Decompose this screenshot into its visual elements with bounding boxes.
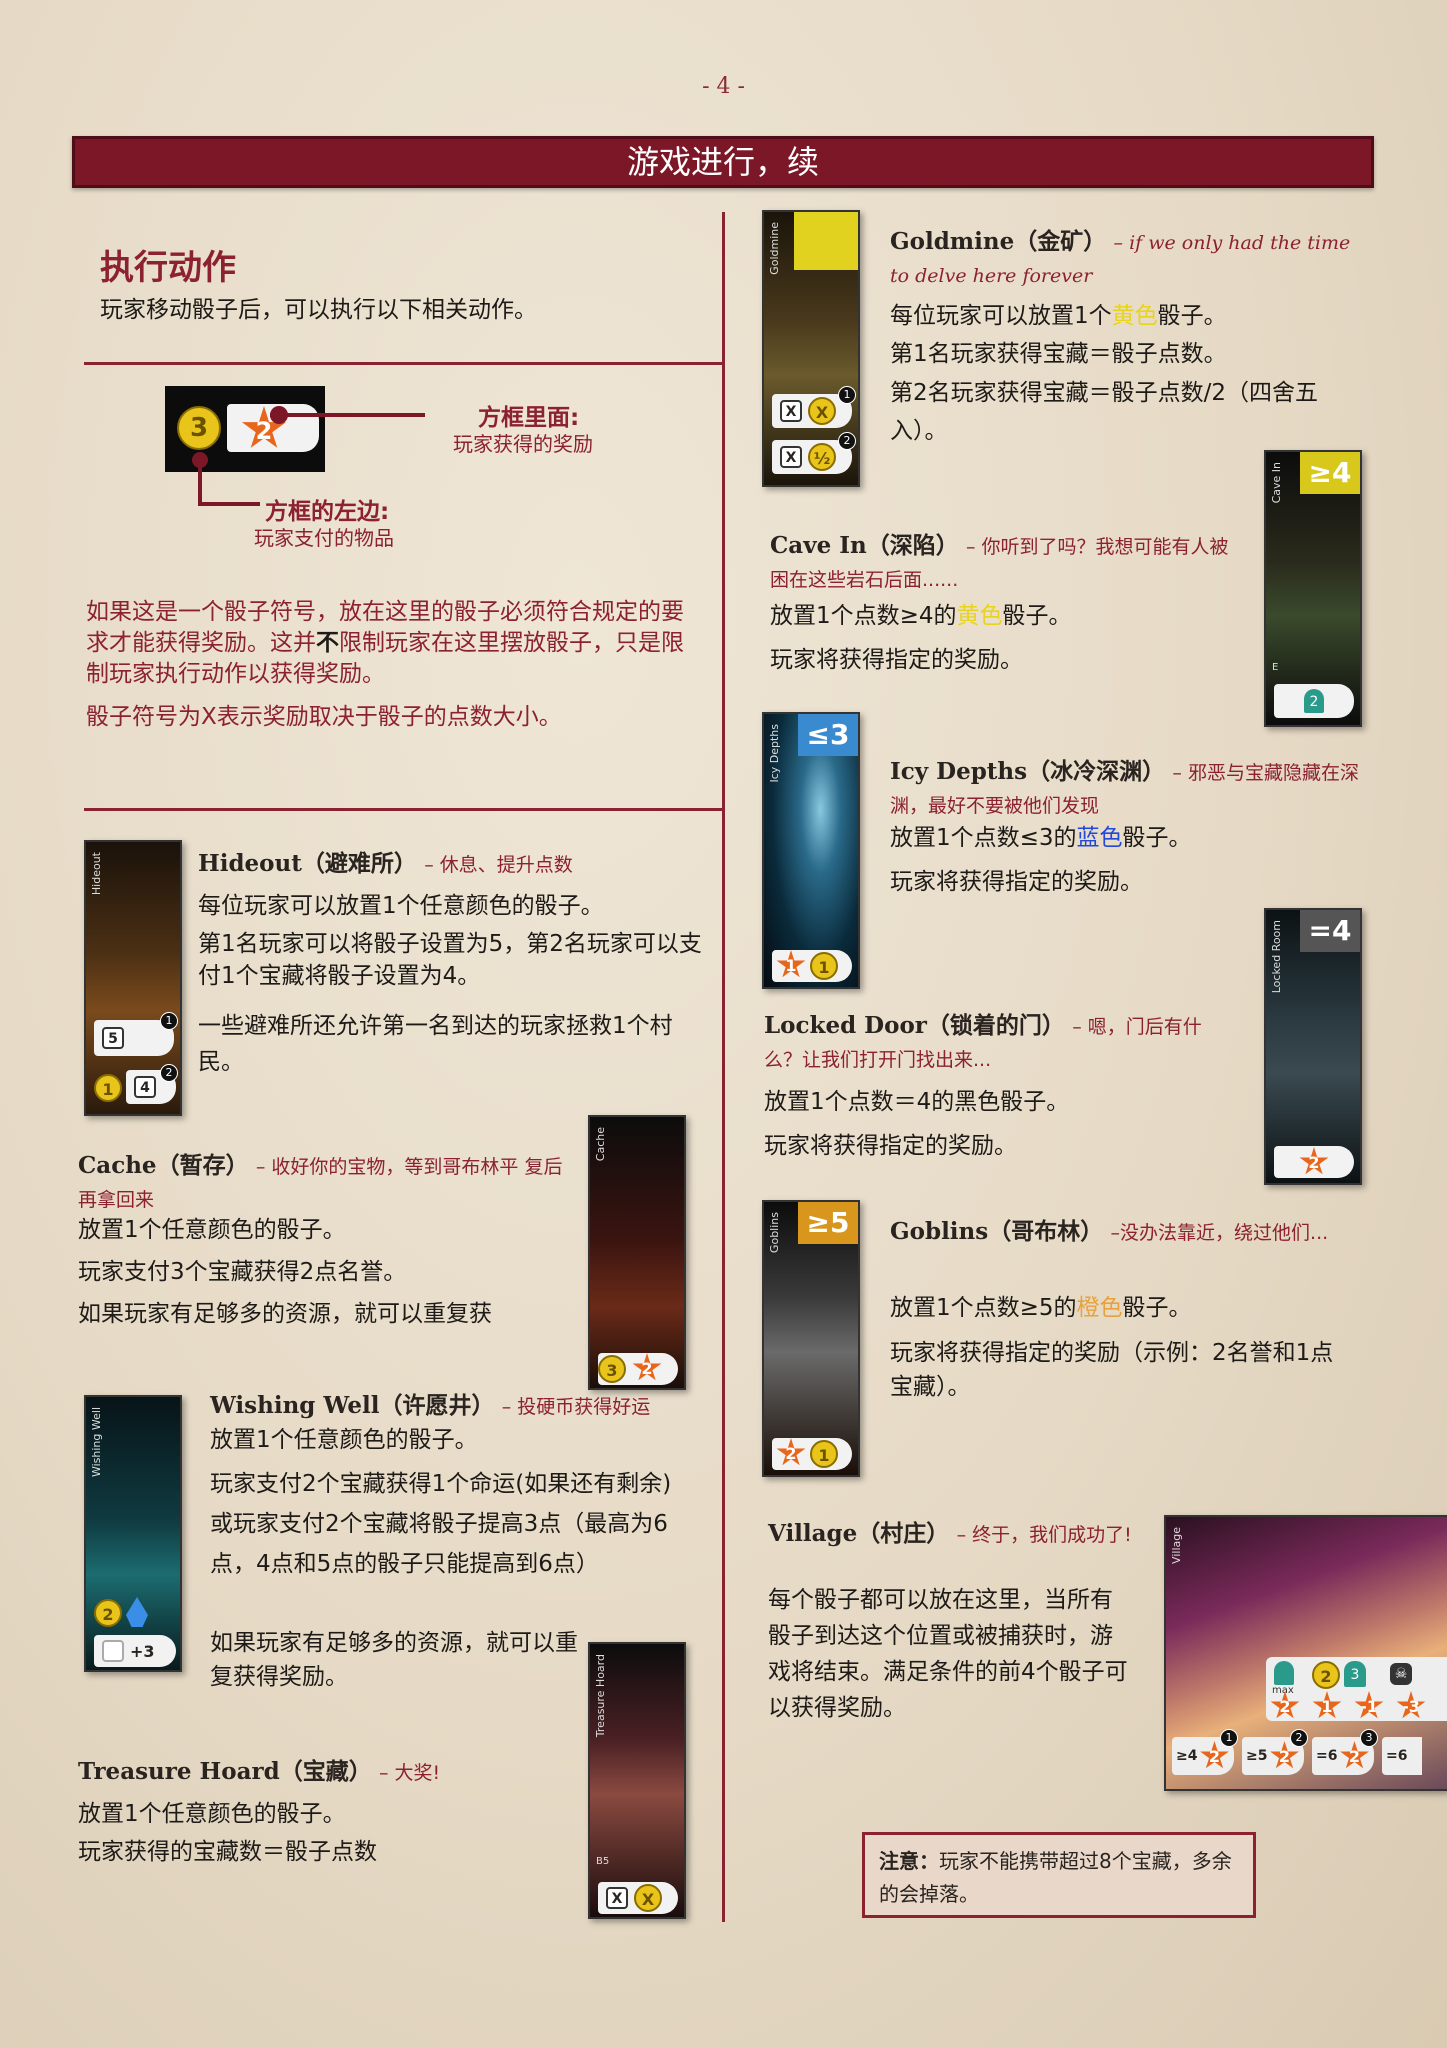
left-desc: 玩家支付的物品 (254, 526, 394, 550)
treasure-coin-icon: 3 (177, 406, 221, 450)
wishing-well-title: Wishing Well（许愿井） – 投硬币获得好运 (210, 1392, 651, 1419)
treasure-hoard-rule-1: 放置1个任意颜色的骰子。 (78, 1801, 346, 1827)
cave-in-rule-2: 玩家将获得指定的奖励。 (770, 647, 1023, 673)
villager-icon: 2 (1304, 689, 1324, 713)
cache-rule-3: 如果玩家有足够多的资源，就可以重复获 (78, 1301, 492, 1327)
pointer-line (198, 502, 260, 506)
hideout-card: Hideout 5 1 4 1 2 (84, 840, 182, 1116)
goblins-title: Goblins（哥布林） –没办法靠近，绕过他们... (890, 1218, 1329, 1245)
section-banner: 游戏进行，续 (72, 136, 1374, 188)
cave-in-card: ≥4 Cave In E 2 (1264, 450, 1362, 727)
villager-icon: 3 (1344, 1661, 1366, 1687)
section-title: 执行动作 (100, 248, 236, 288)
wishing-well-rule-1: 放置1个任意颜色的骰子。 (210, 1427, 478, 1453)
section-intro: 玩家移动骰子后，可以执行以下相关动作。 (100, 297, 537, 323)
village-card: Village max 2 3 ☠ 2 1 -1 -3 ≥4 2 1 ≥5 2 2 =6… (1164, 1515, 1447, 1791)
requirement-badge: ≥5 (798, 1202, 858, 1244)
page-number: - 4 - (702, 74, 745, 99)
pointer-line (270, 413, 425, 417)
wishing-well-rule-2: 玩家支付2个宝藏获得1个命运(如果还有剩余)或玩家支付2个宝藏将骰子提高3点（最… (210, 1471, 672, 1577)
locked-door-title: Locked Door（锁着的门） – 嗯，门后有什么？让我们打开门找出来... (764, 1012, 1202, 1071)
cave-in-title: Cave In（深陷） – 你听到了吗？我想可能有人被困在这些岩石后面.....… (770, 532, 1229, 591)
village-finish-slots: ≥4 2 1 ≥5 2 2 =6 2 3 =6 (1172, 1729, 1447, 1781)
locked-door-rule-2: 玩家将获得指定的奖励。 (764, 1133, 1017, 1159)
column-divider (722, 212, 725, 1922)
icy-depths-rule-2: 玩家将获得指定的奖励。 (890, 869, 1143, 895)
skull-icon: ☠ (1390, 1663, 1412, 1685)
pointer-line (198, 458, 202, 506)
goldmine-rule-2: 第1名玩家获得宝藏＝骰子点数。 (890, 341, 1227, 367)
hideout-title: Hideout（避难所） – 休息、提升点数 (198, 850, 573, 877)
wishing-well-rule-3: 如果玩家有足够多的资源，就可以重复获得奖励。 (210, 1630, 578, 1690)
village-title: Village（村庄） – 终于，我们成功了! (768, 1520, 1132, 1547)
requirement-badge: ≥4 (1300, 452, 1360, 494)
dice-x-note: 骰子符号为X表示奖励取决于骰子的点数大小。 (86, 704, 562, 730)
hideout-rule-2: 第1名玩家可以将骰子设置为5，第2名玩家可以支付1个宝藏将骰子设置为4。 (198, 931, 702, 989)
icy-depths-title: Icy Depths（冰冷深渊） – 邪恶与宝藏隐藏在深渊，最好不要被他们发现 (890, 758, 1359, 817)
carry-limit-note: 注意：玩家不能携带超过8个宝藏，多余的会掉落。 (862, 1832, 1256, 1918)
cache-card: Cache 3 2 (588, 1115, 686, 1390)
villager-icon (1274, 1661, 1294, 1685)
inside-desc: 玩家获得的奖励 (453, 432, 593, 456)
inside-label: 方框里面: (478, 405, 580, 431)
cave-in-rule-1: 放置1个点数≥4的黄色骰子。 (770, 603, 1072, 629)
divider (84, 362, 722, 365)
requirement-badge: ≤3 (798, 714, 858, 756)
treasure-hoard-title: Treasure Hoard（宝藏） – 大奖! (78, 1758, 441, 1785)
hideout-rule-1: 每位玩家可以放置1个任意颜色的骰子。 (198, 893, 604, 919)
left-label: 方框的左边: (265, 499, 390, 525)
cache-title: Cache（暂存） – 收好你的宝物，等到哥布林平 复后再拿回来 (78, 1152, 563, 1211)
requirement-badge: =4 (1300, 910, 1360, 952)
icy-depths-card: ≤3 Icy Depths 1 1 (762, 712, 860, 989)
goldmine-banner (794, 212, 858, 270)
example-action-box: 3 2 (165, 386, 325, 472)
cache-rule-1: 放置1个任意颜色的骰子。 (78, 1217, 346, 1243)
wishing-well-card: Wishing Well 2 +3 (84, 1395, 182, 1672)
locked-door-card: =4 Locked Room 2 (1264, 908, 1362, 1185)
divider (84, 808, 722, 811)
goldmine-title: Goldmine（金矿） – if we only had the time t… (890, 228, 1351, 287)
pointer-dot (192, 452, 208, 468)
goldmine-rule-1: 每位玩家可以放置1个黄色骰子。 (890, 303, 1227, 329)
goldmine-rule-3: 第2名玩家获得宝藏＝骰子点数/2（四舍五入）。 (890, 380, 1319, 444)
pointer-dot (270, 406, 288, 424)
treasure-hoard-rule-2: 玩家获得的宝藏数＝骰子点数 (78, 1839, 377, 1865)
village-reward-track: max 2 3 ☠ 2 1 -1 -3 (1266, 1657, 1447, 1721)
dice-symbol-note: 如果这是一个骰子符号，放在这里的骰子必须符合规定的要求才能获得奖励。这并不限制玩… (86, 599, 684, 687)
icy-depths-rule-1: 放置1个点数≤3的蓝色骰子。 (890, 825, 1192, 851)
locked-door-rule-1: 放置1个点数＝4的黑色骰子。 (764, 1089, 1070, 1115)
goblins-card: ≥5 Goblins 2 1 (762, 1200, 860, 1477)
goblins-rule-2: 玩家将获得指定的奖励（示例：2名誉和1点宝藏）。 (890, 1340, 1334, 1400)
hideout-rule-3: 一些避难所还允许第一名到达的玩家拯救1个村民。 (198, 1013, 673, 1075)
goblins-rule-1: 放置1个点数≥5的橙色骰子。 (890, 1295, 1192, 1321)
village-rule: 每个骰子都可以放在这里，当所有骰子到达这个位置或被捕获时，游戏将结束。满足条件的… (768, 1587, 1128, 1721)
cache-rule-2: 玩家支付3个宝藏获得2点名誉。 (78, 1259, 407, 1285)
